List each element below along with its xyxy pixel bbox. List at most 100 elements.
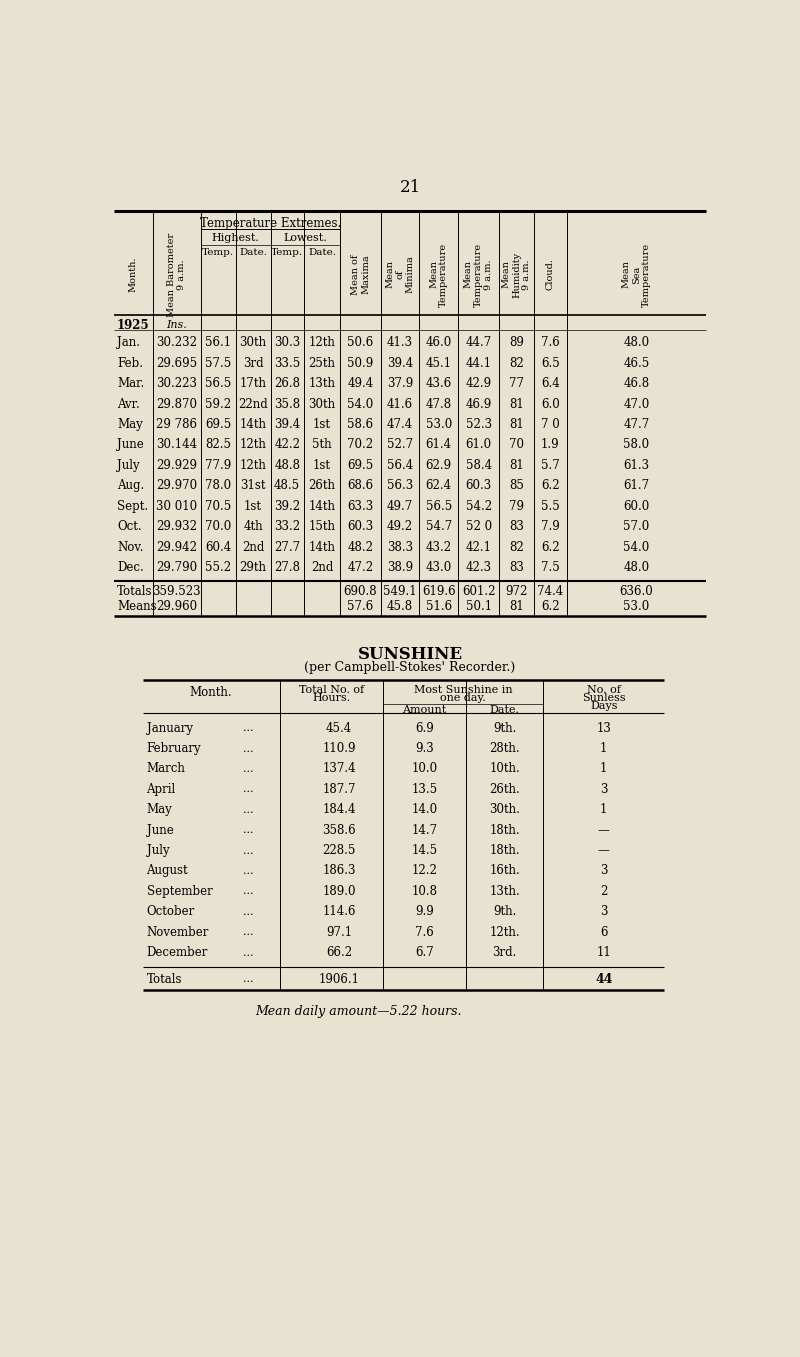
Text: 45.8: 45.8 <box>387 600 413 613</box>
Text: Mean
Humidity
9 a.m.: Mean Humidity 9 a.m. <box>502 251 531 297</box>
Text: 51.6: 51.6 <box>426 600 452 613</box>
Text: 3: 3 <box>600 783 607 795</box>
Text: 61.7: 61.7 <box>623 479 650 493</box>
Text: 45.1: 45.1 <box>426 357 452 370</box>
Text: ...: ... <box>243 764 254 773</box>
Text: ...: ... <box>243 825 254 835</box>
Text: July: July <box>117 459 140 472</box>
Text: 68.6: 68.6 <box>347 479 374 493</box>
Text: ...: ... <box>243 974 254 984</box>
Text: 14th: 14th <box>309 499 335 513</box>
Text: 184.4: 184.4 <box>322 803 356 817</box>
Text: 228.5: 228.5 <box>322 844 356 858</box>
Text: 25th: 25th <box>309 357 335 370</box>
Text: 83: 83 <box>509 560 524 574</box>
Text: 6.2: 6.2 <box>541 600 559 613</box>
Text: September: September <box>146 885 212 898</box>
Text: Sept.: Sept. <box>117 499 148 513</box>
Text: 1906.1: 1906.1 <box>318 973 359 985</box>
Text: 15th: 15th <box>309 520 335 533</box>
Text: 5th: 5th <box>312 438 332 452</box>
Text: 18th.: 18th. <box>490 824 520 837</box>
Text: February: February <box>146 742 201 754</box>
Text: Mean
Sea
Temperature: Mean Sea Temperature <box>622 243 651 307</box>
Text: 137.4: 137.4 <box>322 763 356 775</box>
Text: 60.3: 60.3 <box>347 520 374 533</box>
Text: 39.2: 39.2 <box>274 499 300 513</box>
Text: 49.4: 49.4 <box>347 377 374 391</box>
Text: Month.: Month. <box>129 256 138 292</box>
Text: 74.4: 74.4 <box>537 585 563 598</box>
Text: 60.0: 60.0 <box>623 499 650 513</box>
Text: Totals: Totals <box>117 585 153 598</box>
Text: 14th: 14th <box>309 540 335 554</box>
Text: 41.3: 41.3 <box>387 337 413 350</box>
Text: 48.5: 48.5 <box>274 479 300 493</box>
Text: ...: ... <box>243 744 254 753</box>
Text: ...: ... <box>243 866 254 877</box>
Text: 9.3: 9.3 <box>415 742 434 754</box>
Text: 10th.: 10th. <box>489 763 520 775</box>
Text: ...: ... <box>243 927 254 938</box>
Text: 46.0: 46.0 <box>426 337 452 350</box>
Text: 78.0: 78.0 <box>205 479 231 493</box>
Text: 46.9: 46.9 <box>466 398 492 411</box>
Text: 69.5: 69.5 <box>205 418 231 432</box>
Text: 12th: 12th <box>240 438 266 452</box>
Text: 358.6: 358.6 <box>322 824 356 837</box>
Text: 61.3: 61.3 <box>623 459 650 472</box>
Text: 45.4: 45.4 <box>326 722 352 734</box>
Text: Means: Means <box>117 600 157 613</box>
Text: 29.790: 29.790 <box>156 560 198 574</box>
Text: ...: ... <box>243 784 254 794</box>
Text: ...: ... <box>243 723 254 733</box>
Text: ...: ... <box>243 805 254 814</box>
Text: 9th.: 9th. <box>493 905 516 919</box>
Text: May: May <box>146 803 172 817</box>
Text: 44.1: 44.1 <box>466 357 492 370</box>
Text: 30th: 30th <box>309 398 336 411</box>
Text: 1925: 1925 <box>117 319 150 332</box>
Text: 42.1: 42.1 <box>466 540 491 554</box>
Text: 50.9: 50.9 <box>347 357 374 370</box>
Text: 43.6: 43.6 <box>426 377 452 391</box>
Text: 30th: 30th <box>239 337 266 350</box>
Text: 186.3: 186.3 <box>322 864 356 878</box>
Text: Date.: Date. <box>308 248 336 256</box>
Text: 636.0: 636.0 <box>619 585 653 598</box>
Text: March: March <box>146 763 186 775</box>
Text: 11: 11 <box>596 946 611 959</box>
Text: 54.0: 54.0 <box>347 398 374 411</box>
Text: 1.9: 1.9 <box>541 438 559 452</box>
Text: 39.4: 39.4 <box>274 418 300 432</box>
Text: 3rd: 3rd <box>242 357 263 370</box>
Text: 79: 79 <box>509 499 524 513</box>
Text: 5.5: 5.5 <box>541 499 560 513</box>
Text: 189.0: 189.0 <box>322 885 356 898</box>
Text: 30.232: 30.232 <box>156 337 198 350</box>
Text: —: — <box>598 844 610 858</box>
Text: 48.8: 48.8 <box>274 459 300 472</box>
Text: 9.9: 9.9 <box>415 905 434 919</box>
Text: 1st: 1st <box>313 459 331 472</box>
Text: 54.2: 54.2 <box>466 499 492 513</box>
Text: 44.7: 44.7 <box>466 337 492 350</box>
Text: 46.5: 46.5 <box>623 357 650 370</box>
Text: Ins.: Ins. <box>166 320 187 330</box>
Text: 97.1: 97.1 <box>326 925 352 939</box>
Text: 5.7: 5.7 <box>541 459 560 472</box>
Text: ...: ... <box>243 906 254 917</box>
Text: 1: 1 <box>600 763 607 775</box>
Text: 2: 2 <box>600 885 607 898</box>
Text: 29.695: 29.695 <box>156 357 198 370</box>
Text: (per Campbell-Stokes' Recorder.): (per Campbell-Stokes' Recorder.) <box>304 661 516 674</box>
Text: 619.6: 619.6 <box>422 585 455 598</box>
Text: 29.870: 29.870 <box>156 398 198 411</box>
Text: 52.7: 52.7 <box>387 438 413 452</box>
Text: Mean Barometer
9 a.m.: Mean Barometer 9 a.m. <box>167 232 186 316</box>
Text: 14th: 14th <box>239 418 266 432</box>
Text: 43.2: 43.2 <box>426 540 452 554</box>
Text: Mean of
Maxima: Mean of Maxima <box>350 254 370 294</box>
Text: 56.4: 56.4 <box>387 459 413 472</box>
Text: 70.2: 70.2 <box>347 438 374 452</box>
